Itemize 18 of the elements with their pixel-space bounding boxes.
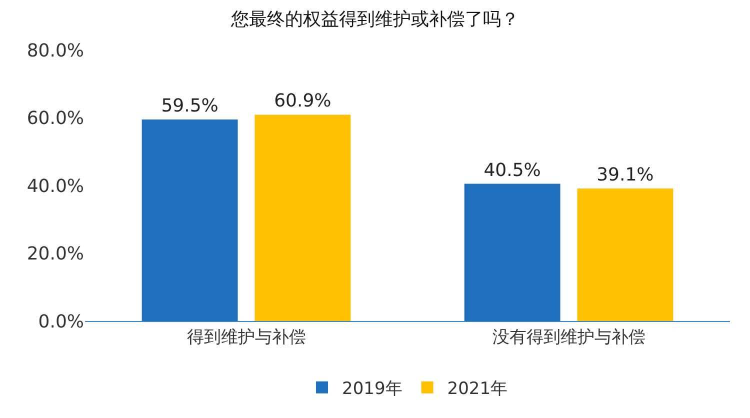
bar [142, 119, 238, 321]
y-tick-label: 20.0% [26, 244, 84, 265]
y-tick-label: 60.0% [26, 108, 84, 130]
y-tick-label: 80.0% [26, 40, 84, 62]
x-tick-label: 没有得到维护与补偿 [492, 327, 646, 348]
data-label: 60.9% [274, 90, 332, 112]
y-tick-label: 40.0% [26, 176, 84, 197]
bar [254, 114, 351, 321]
data-label: 59.5% [161, 95, 218, 116]
chart-title: 您最终的权益得到维护或补偿了吗？ [230, 9, 519, 30]
data-label: 39.1% [596, 164, 654, 186]
y-tick-label: 0.0% [38, 311, 84, 332]
bar [464, 184, 560, 321]
data-label: 40.5% [484, 160, 541, 181]
bar [577, 188, 674, 321]
x-tick-label: 得到维护与补偿 [186, 327, 306, 348]
legend-label: 2019年 [342, 378, 402, 399]
legend-label: 2021年 [447, 378, 508, 399]
